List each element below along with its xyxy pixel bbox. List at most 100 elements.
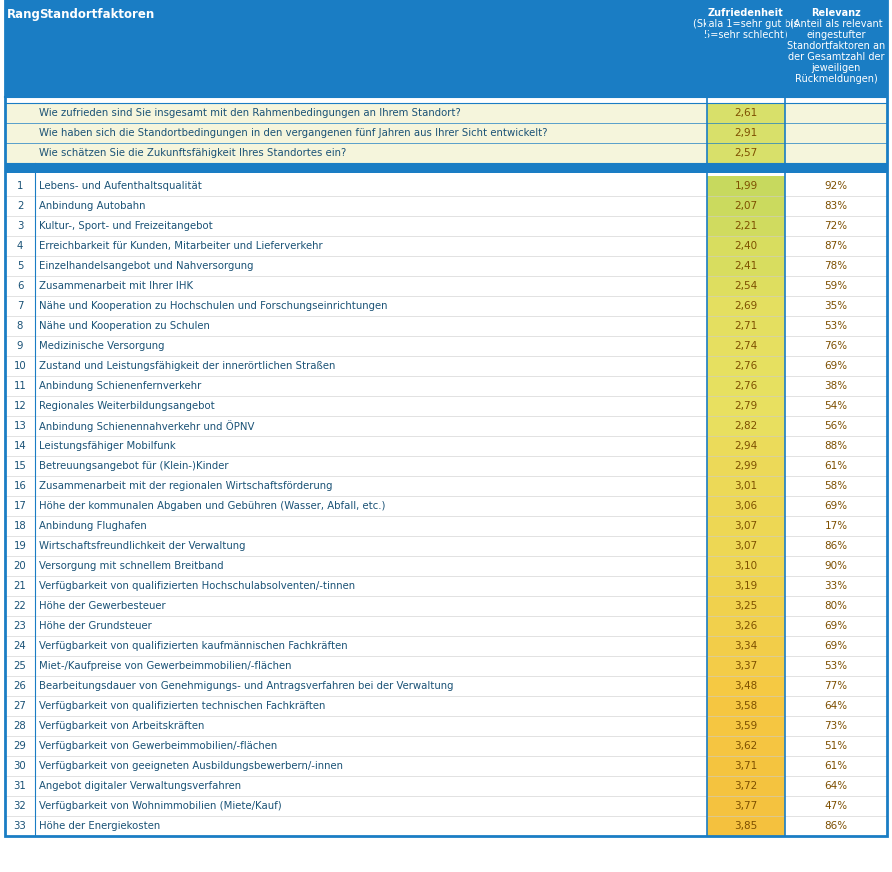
Text: 29: 29	[13, 741, 27, 751]
Text: Kultur-, Sport- und Freizeitangebot: Kultur-, Sport- und Freizeitangebot	[39, 221, 213, 231]
Bar	[5, 236, 887, 256]
Text: 2,71: 2,71	[734, 321, 757, 331]
Text: 87%: 87%	[824, 241, 847, 251]
Text: (Anteil als relevant: (Anteil als relevant	[789, 19, 882, 29]
Text: 6: 6	[17, 281, 23, 291]
Text: 2,69: 2,69	[734, 301, 757, 311]
Text: Rückmeldungen): Rückmeldungen)	[795, 74, 878, 84]
Text: 69%: 69%	[824, 361, 847, 371]
Text: 88%: 88%	[824, 441, 847, 451]
Text: 83%: 83%	[824, 201, 847, 211]
Text: 2: 2	[17, 201, 23, 211]
Bar	[707, 196, 785, 216]
Bar	[5, 636, 887, 656]
Bar	[707, 496, 785, 516]
Text: 3,59: 3,59	[734, 721, 757, 731]
Bar	[5, 0, 887, 97]
Bar	[5, 476, 887, 496]
Text: 3,07: 3,07	[734, 541, 757, 551]
Text: 53%: 53%	[824, 321, 847, 331]
Text: Bearbeitungsdauer von Genehmigungs- und Antragsverfahren bei der Verwaltung: Bearbeitungsdauer von Genehmigungs- und …	[39, 681, 453, 691]
Text: Wie haben sich die Standortbedingungen in den vergangenen fünf Jahren aus Ihrer : Wie haben sich die Standortbedingungen i…	[39, 128, 548, 138]
Text: 3,85: 3,85	[734, 821, 757, 831]
Text: 2,21: 2,21	[734, 221, 757, 231]
Text: 77%: 77%	[824, 681, 847, 691]
Text: 69%: 69%	[824, 621, 847, 631]
Text: jeweiligen: jeweiligen	[812, 63, 861, 73]
Text: 3,72: 3,72	[734, 781, 757, 791]
Text: Verfügbarkeit von geeigneten Ausbildungsbewerbern/-innen: Verfügbarkeit von geeigneten Ausbildungs…	[39, 761, 343, 771]
Text: 2,41: 2,41	[734, 261, 757, 271]
Text: Einzelhandelsangebot und Nahversorgung: Einzelhandelsangebot und Nahversorgung	[39, 261, 253, 271]
Bar	[5, 676, 887, 696]
Text: Wirtschaftsfreundlichkeit der Verwaltung: Wirtschaftsfreundlichkeit der Verwaltung	[39, 541, 245, 551]
Text: 53%: 53%	[824, 661, 847, 671]
Bar	[5, 796, 887, 816]
Bar	[5, 123, 887, 143]
Text: 2,54: 2,54	[734, 281, 757, 291]
Bar	[707, 296, 785, 316]
Bar	[707, 336, 785, 356]
Text: 78%: 78%	[824, 261, 847, 271]
Text: 61%: 61%	[824, 761, 847, 771]
Bar	[5, 143, 887, 163]
Bar	[707, 636, 785, 656]
Text: Zusammenarbeit mit der regionalen Wirtschaftsförderung: Zusammenarbeit mit der regionalen Wirtsc…	[39, 481, 333, 491]
Text: Anbindung Schienenfernverkehr: Anbindung Schienenfernverkehr	[39, 381, 202, 391]
Text: 64%: 64%	[824, 701, 847, 711]
Text: 1,99: 1,99	[734, 181, 757, 191]
Bar	[707, 103, 785, 123]
Bar	[5, 496, 887, 516]
Text: 5: 5	[17, 261, 23, 271]
Text: 3,19: 3,19	[734, 581, 757, 591]
Text: 21: 21	[13, 581, 27, 591]
Text: Verfügbarkeit von Wohnimmobilien (Miete/Kauf): Verfügbarkeit von Wohnimmobilien (Miete/…	[39, 801, 282, 811]
Text: 4: 4	[17, 241, 23, 251]
Text: 10: 10	[13, 361, 27, 371]
Text: Verfügbarkeit von qualifizierten Hochschulabsolventen/-tinnen: Verfügbarkeit von qualifizierten Hochsch…	[39, 581, 355, 591]
Text: 26: 26	[13, 681, 27, 691]
Text: 3,06: 3,06	[734, 501, 757, 511]
Text: 14: 14	[13, 441, 27, 451]
Text: 73%: 73%	[824, 721, 847, 731]
Text: Nähe und Kooperation zu Hochschulen und Forschungseinrichtungen: Nähe und Kooperation zu Hochschulen und …	[39, 301, 387, 311]
Bar	[5, 416, 887, 436]
Bar	[707, 123, 785, 143]
Text: 19: 19	[13, 541, 27, 551]
Text: Versorgung mit schnellem Breitband: Versorgung mit schnellem Breitband	[39, 561, 224, 571]
Text: 3,01: 3,01	[734, 481, 757, 491]
Text: 3,34: 3,34	[734, 641, 757, 651]
Text: 1: 1	[17, 181, 23, 191]
Text: Erreichbarkeit für Kunden, Mitarbeiter und Lieferverkehr: Erreichbarkeit für Kunden, Mitarbeiter u…	[39, 241, 323, 251]
Text: 51%: 51%	[824, 741, 847, 751]
Text: Verfügbarkeit von Gewerbeimmobilien/-flächen: Verfügbarkeit von Gewerbeimmobilien/-flä…	[39, 741, 277, 751]
Bar	[5, 336, 887, 356]
Bar	[707, 616, 785, 636]
Bar	[707, 476, 785, 496]
Text: 2,57: 2,57	[734, 148, 757, 158]
Text: 22: 22	[13, 601, 27, 611]
Text: Zusammenarbeit mit Ihrer IHK: Zusammenarbeit mit Ihrer IHK	[39, 281, 194, 291]
Text: 92%: 92%	[824, 181, 847, 191]
Bar	[785, 103, 887, 123]
Bar	[5, 163, 887, 173]
Text: 58%: 58%	[824, 481, 847, 491]
Text: 54%: 54%	[824, 401, 847, 411]
Bar	[707, 816, 785, 836]
Bar	[785, 143, 887, 163]
Text: 64%: 64%	[824, 781, 847, 791]
Bar	[707, 236, 785, 256]
Bar	[5, 296, 887, 316]
Text: 2,40: 2,40	[734, 241, 757, 251]
Text: 69%: 69%	[824, 501, 847, 511]
Text: 2,94: 2,94	[734, 441, 757, 451]
Bar	[707, 436, 785, 456]
Text: 80%: 80%	[824, 601, 847, 611]
Text: 16: 16	[13, 481, 27, 491]
Text: 5=sehr schlecht): 5=sehr schlecht)	[704, 30, 788, 40]
Text: 18: 18	[13, 521, 27, 531]
Bar	[5, 173, 887, 176]
Text: 25: 25	[13, 661, 27, 671]
Bar	[5, 436, 887, 456]
Bar	[5, 356, 887, 376]
